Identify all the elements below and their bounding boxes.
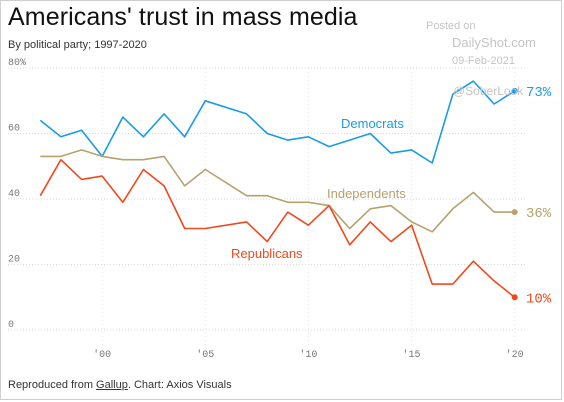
end-value-label-democrats: 73%	[526, 85, 552, 101]
y-tick-label: 80%	[8, 58, 26, 69]
watermark-posted: Posted on	[426, 20, 476, 32]
x-tick-label: '00	[93, 349, 111, 361]
series-line-republicans	[39, 158, 516, 298]
x-tick-label: '15	[403, 349, 421, 361]
series-name-democrats: Democrats	[341, 116, 404, 131]
series-name-independents: Independents	[327, 186, 406, 201]
series-lines	[39, 80, 518, 301]
x-tick-label: '05	[196, 349, 214, 361]
y-tick-label: 20	[8, 255, 20, 266]
series-name-republicans: Republicans	[231, 246, 303, 261]
footer-credit: Reproduced from Gallup. Chart: Axios Vis…	[8, 379, 232, 391]
watermark-site: DailyShot.com	[452, 35, 536, 50]
series-line-democrats	[39, 80, 516, 164]
end-value-label-independents: 36%	[526, 206, 552, 222]
y-tick-label: 60	[8, 124, 20, 135]
y-axis-ticks: 0 20 40 60 80%	[8, 58, 26, 331]
end-dot-democrats	[511, 87, 518, 94]
chart-subtitle: By political party; 1997-2020	[8, 39, 147, 51]
series-line-independents	[40, 149, 515, 233]
end-dot-independents	[511, 209, 518, 216]
footer-prefix: Reproduced from	[8, 379, 97, 391]
end-dot-republicans	[511, 294, 518, 301]
watermark-handle: @SoberLook	[453, 84, 524, 98]
x-tick-label: '10	[299, 349, 317, 361]
x-axis-ticks: '00 '05 '10 '15 '20	[93, 349, 524, 361]
y-tick-label: 0	[8, 320, 14, 331]
end-value-label-republicans: 10%	[526, 291, 552, 307]
chart-title: Americans' trust in mass media	[8, 3, 358, 31]
gallup-link[interactable]: Gallup	[96, 379, 128, 391]
y-tick-label: 40	[8, 189, 20, 200]
series-labels: 73% Democrats 36% Independents 10% Republican…	[231, 85, 552, 307]
watermark-date: 09-Feb-2021	[452, 55, 515, 67]
x-tick-label: '20	[506, 349, 524, 361]
footer-suffix: . Chart: Axios Visuals	[127, 379, 232, 391]
